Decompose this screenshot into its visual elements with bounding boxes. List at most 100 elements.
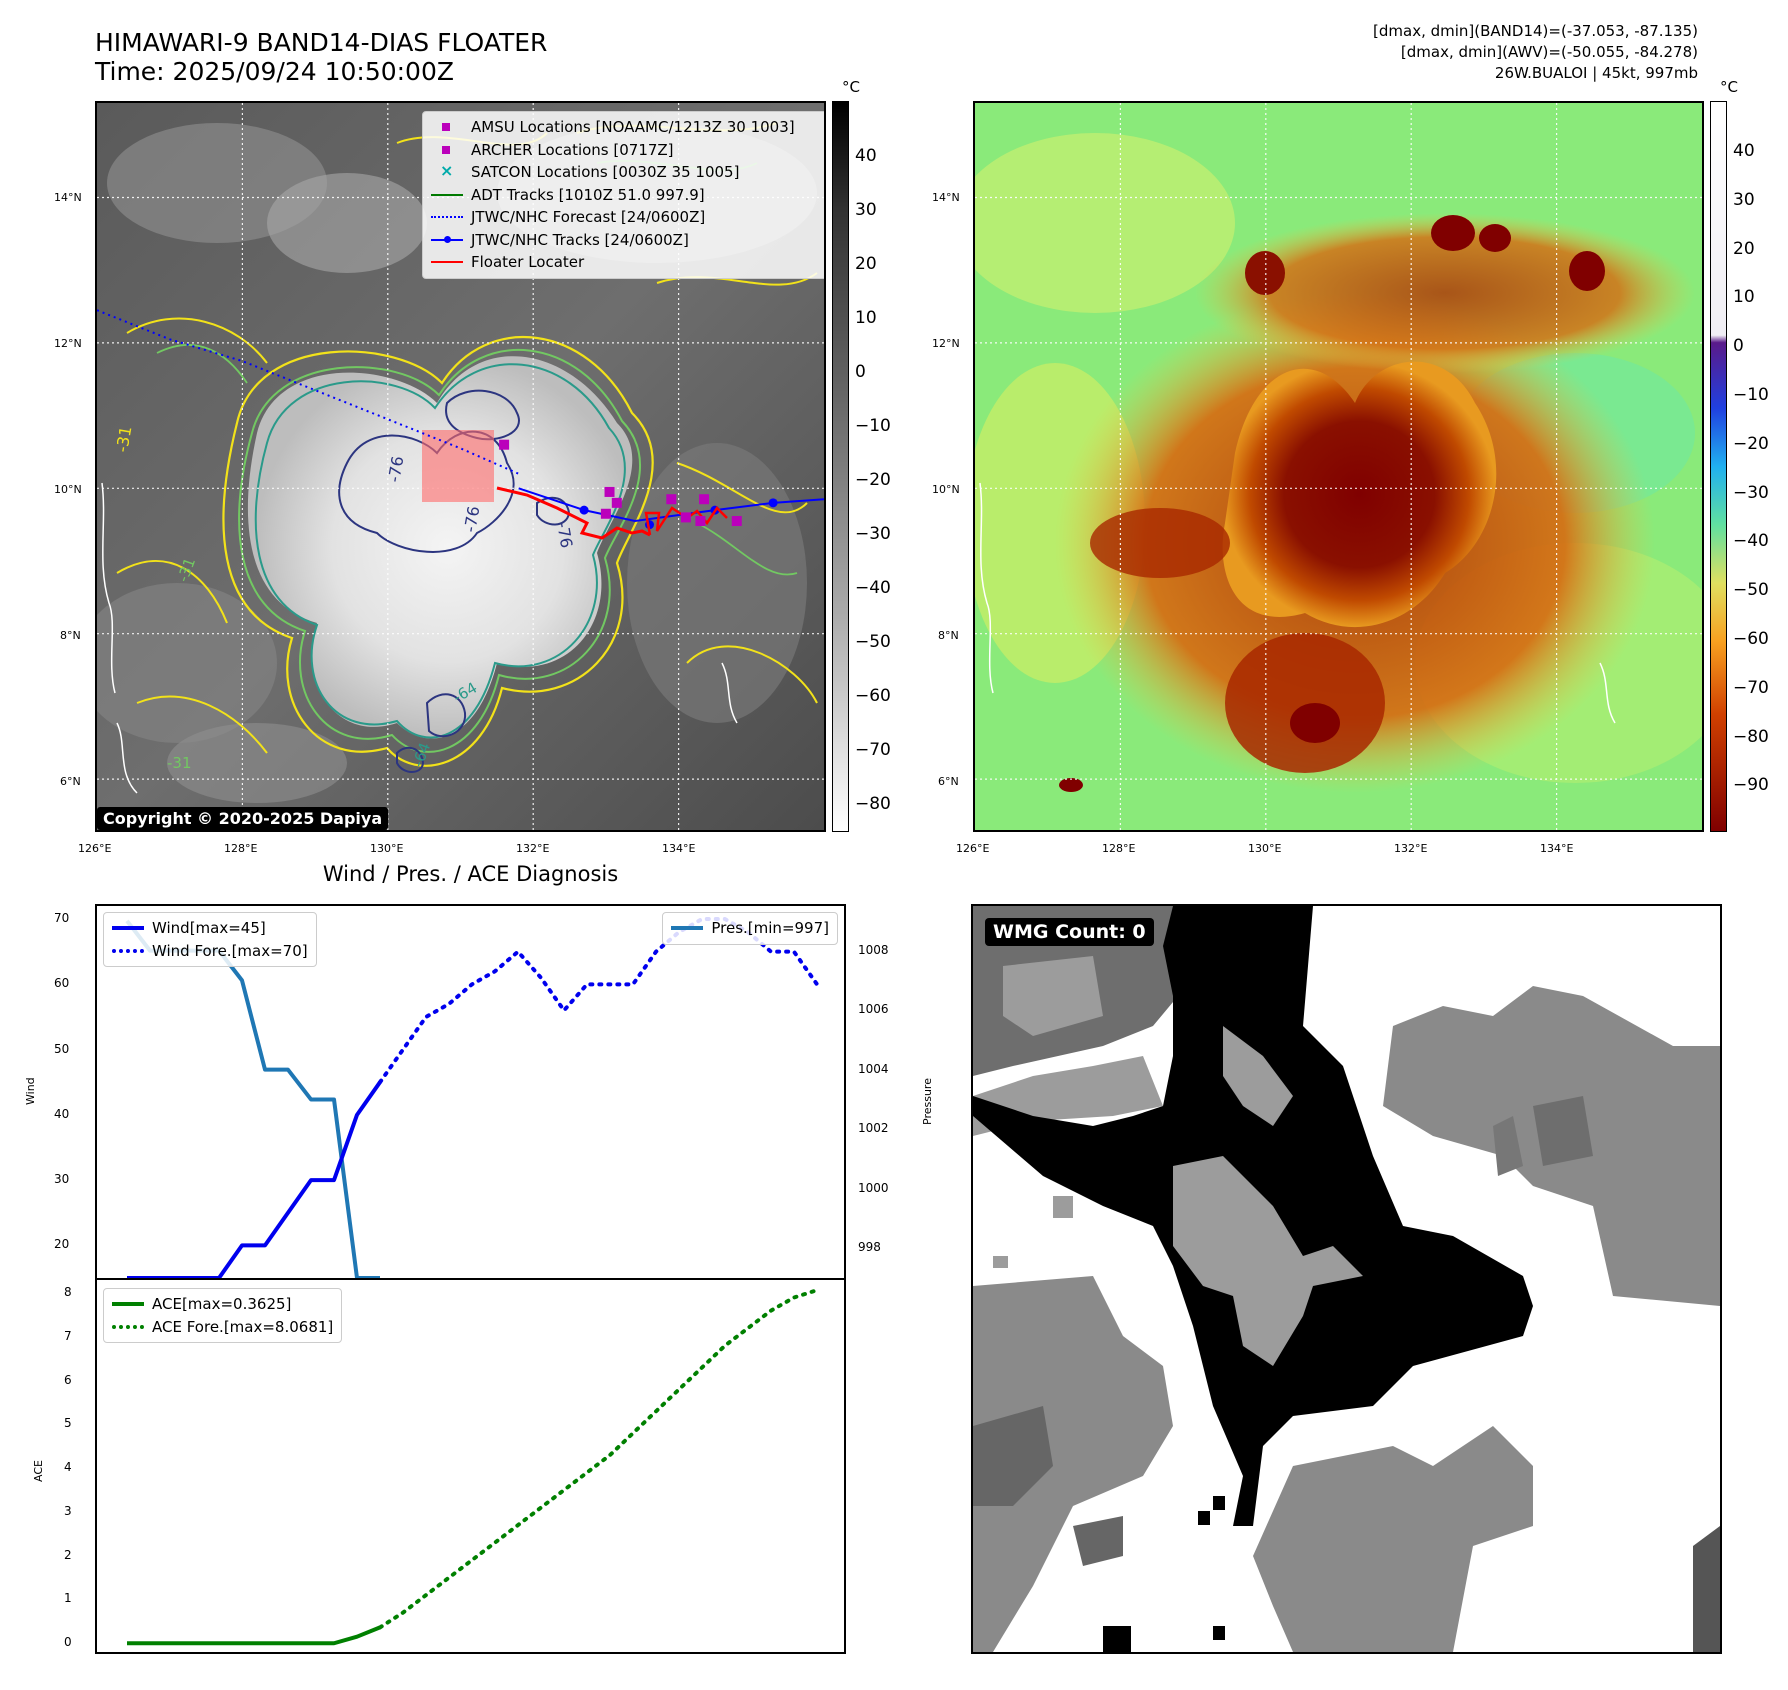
lon-label: 132°E: [516, 842, 550, 855]
colorbar-tick: 40: [855, 146, 877, 166]
lat-label: 14°N: [932, 191, 960, 204]
lon-label: 128°E: [224, 842, 258, 855]
legend-item-pres: Pres.[min=997]: [671, 917, 829, 940]
colorbar-tick: −50: [855, 632, 891, 652]
right-colorbar-unit: °C: [1720, 78, 1738, 96]
colorbar-tick: −80: [855, 794, 891, 814]
pres-legend: Pres.[min=997]: [662, 912, 838, 945]
ace-svg: [127, 1288, 819, 1646]
awv-map-panel: [973, 101, 1704, 832]
solid-line-icon: [112, 1302, 144, 1307]
lon-label: 128°E: [1102, 842, 1136, 855]
legend-item-floater: Floater Locater: [431, 251, 819, 274]
amsu-point: [699, 494, 710, 505]
series-line: [127, 1625, 381, 1646]
colorbar-tick: −60: [1733, 629, 1769, 649]
axis-tick: 1000: [858, 1180, 889, 1195]
chart-title: HIMAWARI-9 BAND14-DIAS FLOATER: [95, 28, 548, 57]
dot-marker-icon: [444, 235, 451, 243]
dotted-line-icon: [431, 216, 463, 219]
amsu-point: [666, 494, 677, 505]
lon-label: 126°E: [78, 842, 112, 855]
amsu-point: [695, 516, 706, 527]
legend-item-amsu: AMSU Locations [NOAAMC/1213Z 30 1003]: [431, 116, 819, 139]
colorbar-tick: −10: [1733, 385, 1769, 405]
axis-tick: 5: [64, 1416, 72, 1431]
wind-pres-panel: Wind[max=45] Wind Fore.[max=70] Pres.[mi…: [95, 904, 846, 1280]
colorbar-tick: 10: [855, 308, 877, 328]
lon-label: 134°E: [662, 842, 696, 855]
lon-label: 130°E: [1248, 842, 1282, 855]
contour-label: -76: [553, 520, 576, 549]
axis-tick: 7: [64, 1328, 72, 1343]
solid-line-icon: [671, 926, 704, 931]
colorbar-tick: −60: [855, 686, 891, 706]
map-legend: AMSU Locations [NOAAMC/1213Z 30 1003] AR…: [422, 111, 824, 279]
colorbar-tick: −10: [855, 416, 891, 436]
copyright-badge: Copyright © 2020-2025 Dapiya: [97, 807, 389, 830]
contour-label: -31: [112, 425, 135, 454]
amsu-point: [611, 497, 622, 508]
legend-item-ace-forecast: ACE Fore.[max=8.0681]: [112, 1316, 333, 1339]
axis-tick: 1006: [858, 1002, 889, 1017]
amsu-point: [499, 439, 510, 450]
ace-legend: ACE[max=0.3625] ACE Fore.[max=8.0681]: [103, 1288, 343, 1343]
wmg-map-svg: [973, 906, 1720, 1652]
chart-time: Time: 2025/09/24 10:50:00Z: [95, 57, 454, 86]
colorbar-tick: −20: [855, 470, 891, 490]
stats-band14: [dmax, dmin](BAND14)=(-37.053, -87.135): [1373, 22, 1698, 40]
axis-tick: 30: [54, 1172, 70, 1187]
colorbar-tick: −70: [1733, 677, 1769, 698]
axis-tick: 4: [64, 1460, 72, 1475]
lat-label: 6°N: [938, 775, 959, 788]
wind-legend: Wind[max=45] Wind Fore.[max=70]: [103, 912, 317, 967]
contour-label: -31: [167, 754, 192, 772]
series-line: [125, 919, 380, 1278]
colorbar-tick: −40: [855, 578, 891, 598]
axis-tick: 2: [64, 1547, 72, 1562]
colorbar-tick: 20: [855, 254, 877, 274]
solid-line-icon: [112, 926, 144, 931]
stats-awv: [dmax, dmin](AWV)=(-50.055, -84.278): [1400, 43, 1698, 61]
axis-tick: 3: [64, 1503, 72, 1518]
axis-tick: 50: [54, 1041, 70, 1056]
dotted-line-icon: [112, 948, 144, 953]
legend-item-wind-forecast: Wind Fore.[max=70]: [112, 940, 308, 963]
lat-label: 14°N: [54, 191, 82, 204]
lon-label: 132°E: [1394, 842, 1428, 855]
x-marker-icon: ×: [440, 161, 454, 181]
colorbar-tick: −80: [1733, 726, 1769, 747]
legend-item-tracks: JTWC/NHC Tracks [24/0600Z]: [431, 229, 819, 252]
amsu-point: [604, 486, 615, 497]
colorbar-tick: −40: [1733, 531, 1769, 552]
wmg-panel: WMG Count: 0: [971, 904, 1722, 1654]
series-line: [127, 1081, 382, 1278]
lon-label: 130°E: [370, 842, 404, 855]
colorbar-tick: −90: [1733, 775, 1769, 796]
lat-label: 8°N: [938, 629, 959, 642]
legend-item-ace: ACE[max=0.3625]: [112, 1293, 333, 1316]
axis-tick: 1002: [858, 1121, 889, 1136]
lat-label: 12°N: [932, 337, 960, 350]
right-colorbar: [1710, 101, 1727, 832]
colorbar-tick: 0: [855, 362, 866, 382]
colorbar-tick: 20: [1733, 238, 1755, 259]
legend-item-forecast: JTWC/NHC Forecast [24/0600Z]: [431, 206, 819, 229]
colorbar-tick: 10: [1733, 287, 1755, 308]
axis-tick: 1: [64, 1591, 72, 1606]
colorbar-tick: 30: [855, 200, 877, 220]
amsu-point: [600, 508, 611, 519]
ace-axis-label: ACE: [32, 1460, 45, 1482]
lat-label: 10°N: [932, 483, 960, 496]
series-line: [378, 1288, 819, 1630]
colorbar-tick: −70: [855, 740, 891, 760]
wind-axis-label: Wind: [24, 1077, 37, 1105]
axis-tick: 998: [858, 1240, 881, 1255]
axis-tick: 1004: [858, 1061, 889, 1076]
axis-tick: 40: [54, 1106, 70, 1121]
solid-line-icon: [431, 193, 463, 196]
diagnosis-title: Wind / Pres. / ACE Diagnosis: [322, 862, 619, 886]
square-marker-icon: [442, 145, 450, 154]
colorbar-tick: −30: [1733, 482, 1769, 503]
solid-line-icon: [431, 261, 463, 264]
